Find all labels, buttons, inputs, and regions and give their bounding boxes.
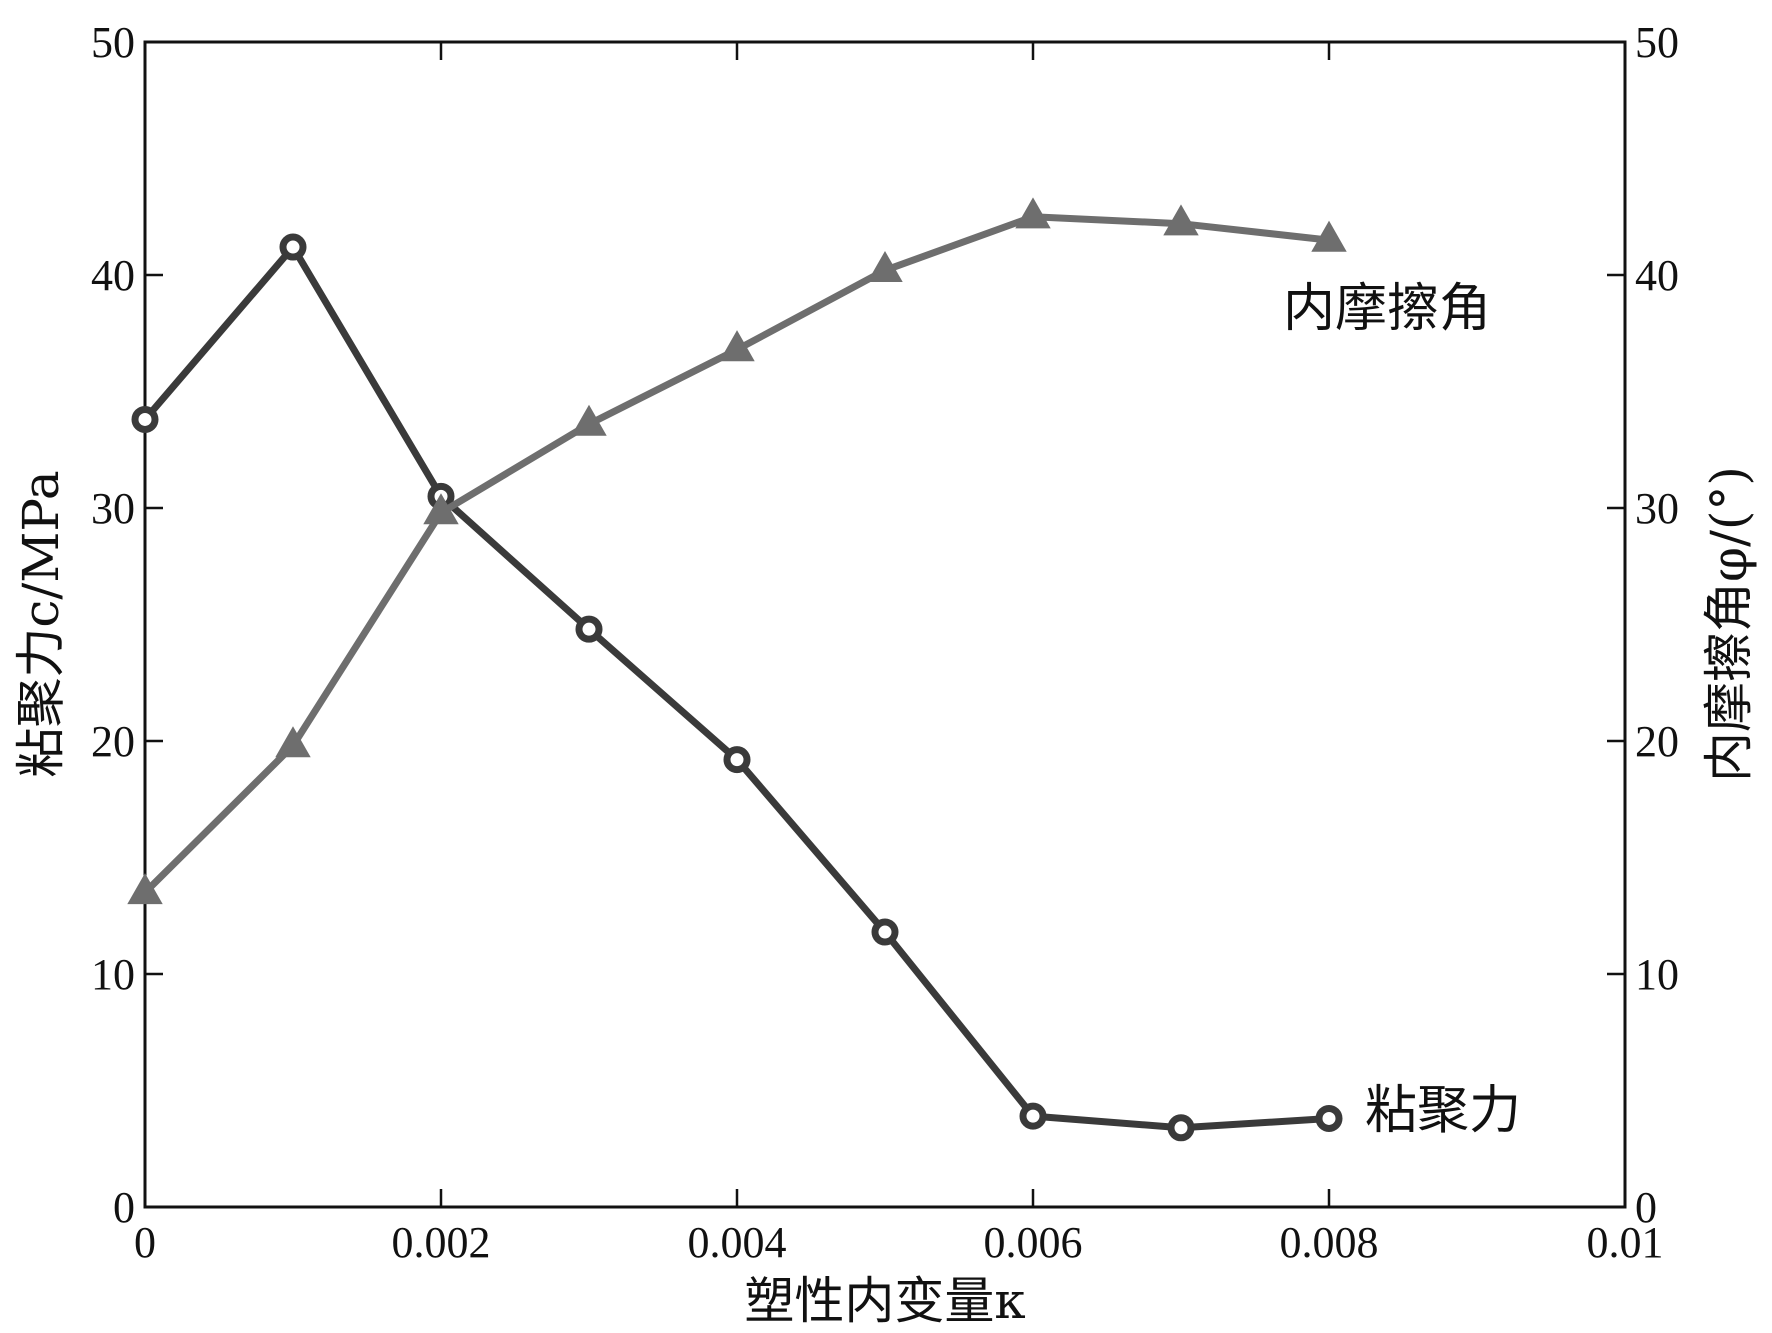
y-tick-label-right: 10 <box>1635 950 1679 999</box>
series-line-cohesion <box>142 243 1330 1132</box>
data-point-friction-angle <box>1163 204 1199 236</box>
data-point-friction-angle <box>719 330 755 362</box>
y-axis-right-label: 内摩擦角φ/(°) <box>1700 466 1758 782</box>
y-tick-label-right: 0 <box>1635 1183 1657 1232</box>
data-point-cohesion <box>1315 1104 1343 1132</box>
data-point-friction-angle <box>423 493 459 525</box>
data-point-cohesion <box>871 918 899 946</box>
y-tick-label-right: 20 <box>1635 717 1679 766</box>
y-tick-label-left: 0 <box>113 1183 135 1232</box>
data-point-friction-angle <box>1311 220 1347 252</box>
data-point-cohesion <box>1019 1102 1047 1130</box>
x-axis-label: 塑性内变量κ <box>744 1272 1025 1330</box>
plot-frame <box>143 40 1627 1209</box>
series-layer <box>127 197 1347 1142</box>
data-point-friction-angle <box>275 726 311 758</box>
x-tick-label: 0.004 <box>688 1218 787 1267</box>
data-point-friction-angle <box>1015 197 1051 229</box>
data-point-cohesion <box>575 615 603 643</box>
y-tick-label-left: 20 <box>91 717 135 766</box>
data-point-cohesion <box>723 746 751 774</box>
y-tick-label-left: 10 <box>91 950 135 999</box>
x-tick-label: 0.008 <box>1280 1218 1379 1267</box>
y-tick-label-right: 40 <box>1635 251 1679 300</box>
data-point-friction-angle <box>127 873 163 905</box>
series-annotation-cohesion: 粘聚力 <box>1365 1081 1521 1141</box>
y-tick-label-left: 30 <box>91 484 135 533</box>
y-tick-label-right: 50 <box>1635 18 1679 67</box>
x-tick-label: 0.01 <box>1587 1218 1664 1267</box>
data-point-cohesion <box>131 405 159 433</box>
series-line-friction-angle <box>142 213 1330 895</box>
data-point-friction-angle <box>867 250 903 282</box>
series-annotation-friction-angle: 内摩擦角 <box>1283 279 1491 339</box>
y-tick-label-left: 40 <box>91 251 135 300</box>
x-tick-label: 0.002 <box>392 1218 491 1267</box>
data-point-cohesion <box>279 233 307 261</box>
data-point-cohesion <box>1167 1114 1195 1142</box>
y-tick-label-left: 50 <box>91 18 135 67</box>
data-point-friction-angle <box>571 404 607 436</box>
y-tick-label-right: 30 <box>1635 484 1679 533</box>
y-axis-left-label: 粘聚力c/MPa <box>12 470 70 777</box>
x-tick-label: 0 <box>134 1218 156 1267</box>
x-tick-label: 0.006 <box>984 1218 1083 1267</box>
